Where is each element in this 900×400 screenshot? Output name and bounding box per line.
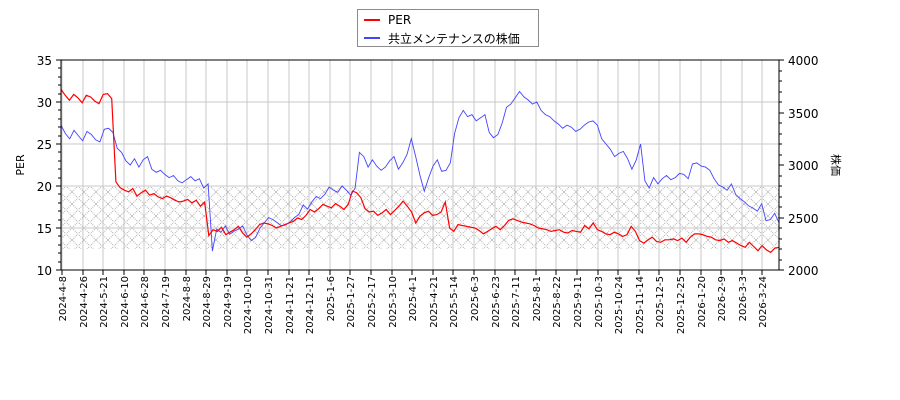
x-tick-label: 2025-11-14 bbox=[635, 276, 646, 334]
x-tick-label: 2026-3-3 bbox=[738, 276, 749, 321]
x-tick-label: 2026-2-9 bbox=[717, 276, 728, 321]
y-axis-left-label: PER bbox=[14, 154, 27, 176]
data-lines bbox=[61, 89, 779, 254]
y-tick-right: 2500 bbox=[788, 212, 819, 226]
x-tick-label: 2024-11-21 bbox=[285, 276, 296, 334]
x-tick-label: 2025-6-23 bbox=[491, 276, 502, 328]
legend-swatch-blue bbox=[364, 37, 380, 39]
x-tick-label: 2025-8-1 bbox=[532, 276, 543, 321]
y-tick-left: 30 bbox=[37, 96, 52, 110]
x-tick-label: 2025-2-17 bbox=[367, 276, 378, 328]
x-tick-label: 2025-12-5 bbox=[655, 276, 666, 328]
y-tick-left: 10 bbox=[37, 264, 52, 278]
legend-swatch-red bbox=[364, 19, 380, 21]
x-tick-label: 2024-12-11 bbox=[305, 276, 316, 334]
legend-item-stock-price: 共立メンテナンスの株価 bbox=[364, 30, 520, 46]
legend-item-per: PER bbox=[364, 12, 411, 28]
y-tick-right: 3500 bbox=[788, 107, 819, 121]
per-line bbox=[61, 89, 779, 254]
y-tick-right: 4000 bbox=[788, 54, 819, 68]
x-tick-label: 2025-5-14 bbox=[449, 276, 460, 328]
y-tick-right: 2000 bbox=[788, 264, 819, 278]
x-tick-label: 2025-10-24 bbox=[614, 276, 625, 334]
x-tick-label: 2026-3-24 bbox=[758, 276, 769, 328]
x-tick-label: 2025-8-22 bbox=[552, 276, 563, 328]
x-tick-label: 2024-10-10 bbox=[243, 276, 254, 334]
x-tick-label: 2025-6-3 bbox=[470, 276, 481, 321]
x-tick-label: 2025-1-6 bbox=[326, 276, 337, 321]
x-tick-label: 2024-6-28 bbox=[140, 276, 151, 328]
x-tick-label: 2024-8-8 bbox=[182, 276, 193, 321]
x-tick-label: 2025-9-11 bbox=[573, 276, 584, 328]
x-tick-label: 2025-10-3 bbox=[594, 276, 605, 328]
y-tick-right: 3000 bbox=[788, 159, 819, 173]
legend-label: PER bbox=[388, 13, 412, 27]
y-tick-left: 35 bbox=[37, 54, 52, 68]
legend-label: 共立メンテナンスの株価 bbox=[388, 31, 520, 46]
x-tick-label: 2024-9-19 bbox=[223, 276, 234, 328]
x-tick-label: 2024-8-29 bbox=[202, 276, 213, 328]
y-tick-left: 20 bbox=[37, 180, 52, 194]
x-tick-label: 2024-4-26 bbox=[79, 276, 90, 328]
x-tick-label: 2024-10-31 bbox=[264, 276, 275, 334]
x-tick-label: 2025-1-27 bbox=[346, 276, 357, 328]
y-tick-left: 15 bbox=[37, 222, 52, 236]
y-tick-left: 25 bbox=[37, 138, 52, 152]
x-tick-label: 2024-6-10 bbox=[120, 276, 131, 328]
x-tick-label: 2026-1-20 bbox=[697, 276, 708, 328]
x-tick-label: 2025-4-1 bbox=[408, 276, 419, 321]
x-tick-label: 2025-7-11 bbox=[511, 276, 522, 328]
x-tick-label: 2025-4-21 bbox=[429, 276, 440, 328]
x-tick-label: 2024-4-8 bbox=[58, 276, 69, 321]
stock-price-line bbox=[61, 90, 779, 252]
x-tick-label: 2024-7-19 bbox=[161, 276, 172, 328]
x-tick-label: 2024-5-21 bbox=[99, 276, 110, 328]
x-tick-label: 2025-3-10 bbox=[388, 276, 399, 328]
axes: 2024-4-8 2024-4-26 2024-5-21 2024-6-10 2024-… bbox=[37, 54, 819, 334]
legend: PER 共立メンテナンスの株価 bbox=[357, 9, 539, 47]
x-tick-label: 2025-12-25 bbox=[676, 276, 687, 334]
y-axis-right-label: 株価 bbox=[829, 154, 843, 176]
